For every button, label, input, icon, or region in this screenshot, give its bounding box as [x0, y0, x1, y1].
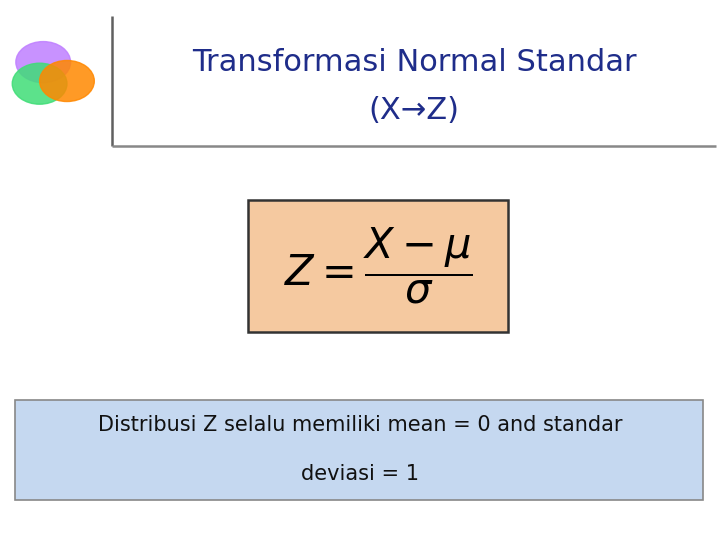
FancyBboxPatch shape: [248, 200, 508, 332]
Circle shape: [16, 42, 71, 83]
Circle shape: [12, 63, 67, 104]
FancyBboxPatch shape: [15, 400, 703, 500]
Text: (X→Z): (X→Z): [369, 96, 459, 125]
Text: Distribusi Z selalu memiliki mean = 0 and standar: Distribusi Z selalu memiliki mean = 0 an…: [98, 415, 622, 435]
Circle shape: [40, 60, 94, 102]
Text: deviasi = 1: deviasi = 1: [301, 464, 419, 484]
Text: Transformasi Normal Standar: Transformasi Normal Standar: [192, 48, 636, 77]
Text: $Z = \dfrac{X - \mu}{\sigma}$: $Z = \dfrac{X - \mu}{\sigma}$: [284, 226, 472, 306]
